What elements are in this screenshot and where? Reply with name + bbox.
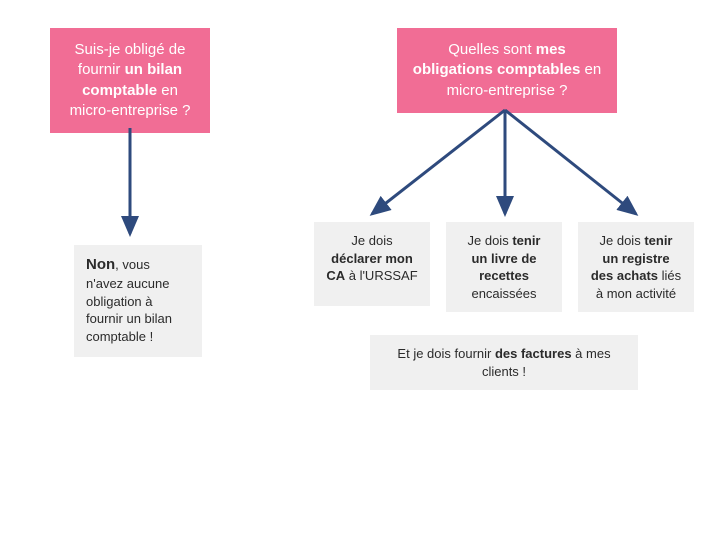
text: à l'URSSAF	[345, 268, 418, 283]
text: encaissées	[471, 286, 536, 301]
obligation-registre-box: Je dois tenir un registre des achats lié…	[578, 222, 694, 312]
text: Je dois	[351, 233, 392, 248]
text: Et je dois fournir	[397, 346, 495, 361]
arrow	[372, 110, 505, 214]
obligation-ca-box: Je dois déclarer mon CA à l'URSSAF	[314, 222, 430, 306]
question-obligations-box: Quelles sont mes obligations comptables …	[397, 28, 617, 113]
text: Je dois	[600, 233, 645, 248]
text: Je dois	[468, 233, 513, 248]
answer-non-box: Non, vous n'avez aucune obligation à fou…	[74, 245, 202, 357]
arrow	[505, 110, 636, 214]
question-bilan-box: Suis-je obligé de fournir un bilan compt…	[50, 28, 210, 133]
text-bold: Non	[86, 256, 115, 273]
text-bold: des factures	[495, 346, 572, 361]
obligation-livre-box: Je dois tenir un livre de recettes encai…	[446, 222, 562, 312]
text: Quelles sont	[448, 41, 536, 58]
obligation-factures-box: Et je dois fournir des factures à mes cl…	[370, 335, 638, 390]
